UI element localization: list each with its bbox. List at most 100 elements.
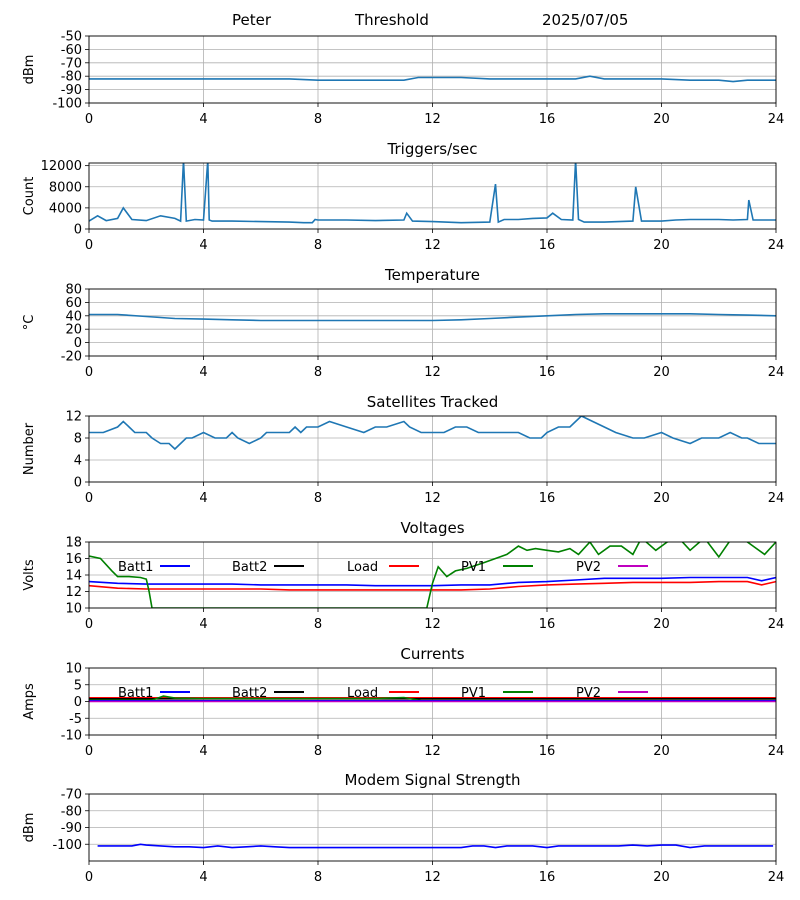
y-axis-label: Count xyxy=(22,177,37,216)
x-tick-label: 4 xyxy=(199,238,207,253)
series-line xyxy=(89,312,776,322)
x-tick-label: 0 xyxy=(85,870,93,885)
y-tick-label: 60 xyxy=(65,296,82,311)
y-tick-label: -60 xyxy=(61,43,82,58)
y-tick-label: 12 xyxy=(65,410,82,425)
x-tick-label: 12 xyxy=(424,112,441,127)
x-tick-label: 0 xyxy=(85,744,93,759)
x-tick-label: 20 xyxy=(653,365,670,380)
x-tick-label: 0 xyxy=(85,238,93,253)
x-tick-label: 4 xyxy=(199,112,207,127)
chart-title: Temperature xyxy=(384,266,480,284)
series-line xyxy=(89,75,776,83)
x-tick-label: 20 xyxy=(653,112,670,127)
x-tick-label: 8 xyxy=(314,238,322,253)
y-tick-label: -20 xyxy=(61,350,82,365)
x-tick-label: 16 xyxy=(539,744,556,759)
x-tick-label: 24 xyxy=(768,870,785,885)
x-tick-label: 0 xyxy=(85,491,93,506)
x-tick-label: 4 xyxy=(199,365,207,380)
y-tick-label: 0 xyxy=(74,223,82,238)
legend-label: Batt1 xyxy=(118,560,153,575)
x-tick-label: 20 xyxy=(653,744,670,759)
y-tick-label: 80 xyxy=(65,283,82,298)
series-line xyxy=(89,163,776,224)
y-tick-label: -5 xyxy=(69,712,82,727)
x-tick-label: 8 xyxy=(314,870,322,885)
x-tick-label: 4 xyxy=(199,870,207,885)
y-tick-label: 12 xyxy=(65,585,82,600)
series-line xyxy=(97,843,774,849)
x-tick-label: 8 xyxy=(314,491,322,506)
axes-frame xyxy=(88,415,777,483)
x-tick-label: 4 xyxy=(199,491,207,506)
x-tick-label: 12 xyxy=(424,238,441,253)
x-tick-label: 16 xyxy=(539,238,556,253)
x-tick-label: 24 xyxy=(768,617,785,632)
y-tick-label: 0 xyxy=(74,336,82,351)
y-axis-label: °C xyxy=(22,315,37,331)
x-tick-label: 24 xyxy=(768,491,785,506)
legend-label: Batt1 xyxy=(118,686,153,701)
legend-label: PV1 xyxy=(461,560,486,575)
series-line-batt1 xyxy=(89,576,776,587)
x-tick-label: 20 xyxy=(653,870,670,885)
y-tick-label: 20 xyxy=(65,323,82,338)
y-tick-label: 4 xyxy=(74,454,82,469)
y-tick-label: 8000 xyxy=(49,180,82,195)
x-tick-label: 16 xyxy=(539,491,556,506)
x-tick-label: 12 xyxy=(424,491,441,506)
axes-frame xyxy=(88,35,777,104)
series-line xyxy=(89,416,776,451)
series-line-pv1 xyxy=(89,542,776,608)
x-tick-label: 12 xyxy=(424,870,441,885)
chart-title: Voltages xyxy=(400,519,464,537)
y-tick-label: -90 xyxy=(61,821,82,836)
y-tick-label: -100 xyxy=(52,838,82,853)
x-tick-label: 16 xyxy=(539,112,556,127)
y-tick-label: -80 xyxy=(61,804,82,819)
y-tick-label: -90 xyxy=(61,83,82,98)
series-line-load xyxy=(89,580,776,591)
y-axis-label: dBm xyxy=(22,55,37,85)
y-axis-label: Number xyxy=(22,422,37,475)
y-tick-label: -70 xyxy=(61,56,82,71)
x-tick-label: 24 xyxy=(768,112,785,127)
x-tick-label: 20 xyxy=(653,238,670,253)
chart-title: Satellites Tracked xyxy=(367,393,498,411)
header-center-label: Threshold xyxy=(355,11,429,29)
chart-title: Triggers/sec xyxy=(387,140,478,158)
x-tick-label: 4 xyxy=(199,744,207,759)
legend-label: PV2 xyxy=(576,686,601,701)
y-tick-label: 16 xyxy=(65,552,82,567)
legend-label: PV2 xyxy=(576,560,601,575)
y-tick-label: -70 xyxy=(61,788,82,803)
axes-frame xyxy=(88,541,777,609)
y-tick-label: 14 xyxy=(65,569,82,584)
chart-title: Modem Signal Strength xyxy=(345,771,521,789)
y-tick-label: 4000 xyxy=(49,201,82,216)
x-tick-label: 4 xyxy=(199,617,207,632)
y-tick-label: 18 xyxy=(65,536,82,551)
y-tick-label: 12000 xyxy=(41,159,82,174)
axes-frame xyxy=(88,162,777,230)
y-tick-label: 40 xyxy=(65,309,82,324)
axes-frame xyxy=(88,667,777,736)
x-tick-label: 0 xyxy=(85,112,93,127)
y-tick-label: 8 xyxy=(74,432,82,447)
legend-label: PV1 xyxy=(461,686,486,701)
legend-label: Batt2 xyxy=(232,560,267,575)
y-tick-label: -10 xyxy=(61,729,82,744)
chart-title: Currents xyxy=(400,645,464,663)
x-tick-label: 24 xyxy=(768,744,785,759)
legend-label: Batt2 xyxy=(232,686,267,701)
y-axis-label: dBm xyxy=(22,813,37,843)
y-axis-label: Amps xyxy=(22,683,37,720)
y-tick-label: -80 xyxy=(61,70,82,85)
legend-label: Load xyxy=(347,560,378,575)
y-tick-label: 5 xyxy=(74,678,82,693)
x-tick-label: 12 xyxy=(424,744,441,759)
y-tick-label: 0 xyxy=(74,476,82,491)
x-tick-label: 0 xyxy=(85,617,93,632)
